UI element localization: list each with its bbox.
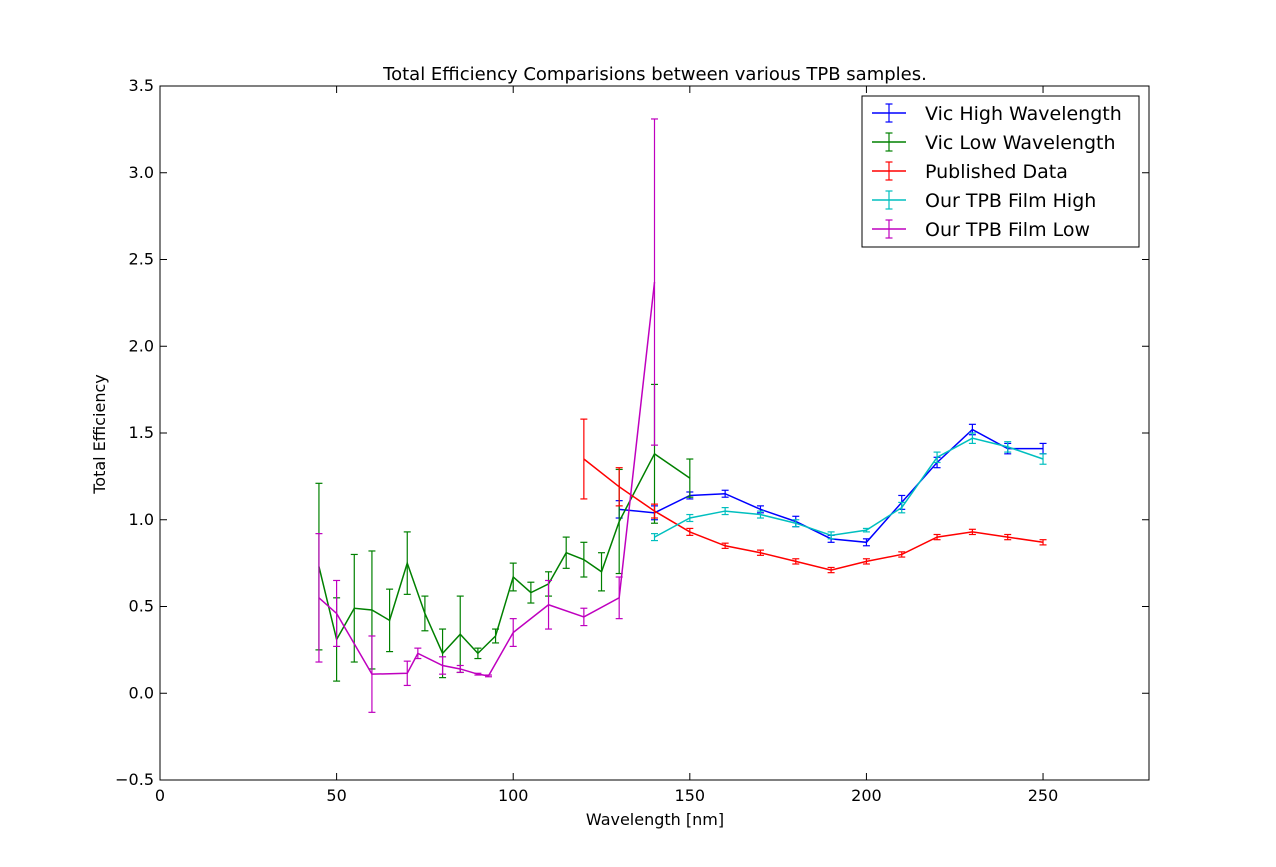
x-tick-label: 100 [498, 786, 529, 805]
series-line-3 [654, 437, 1044, 538]
error-bar-2-11 [968, 528, 976, 536]
series-3 [651, 432, 1047, 542]
y-tick-label: −0.5 [115, 770, 154, 789]
legend-box [861, 95, 1140, 248]
error-bar-1-16 [598, 552, 606, 592]
series-line-4 [318, 281, 656, 677]
error-bar-3-9 [968, 432, 976, 445]
legend-item-0: Vic High Wavelength [872, 103, 1122, 125]
error-bar-1-11 [509, 562, 517, 592]
error-bar-4-7 [474, 672, 482, 676]
error-bar-3-0 [651, 533, 658, 542]
y-tick-label: 0.5 [129, 597, 154, 616]
x-tick-label: 250 [1028, 786, 1059, 805]
error-bar-4-0 [315, 533, 323, 663]
error-bar-4-9 [509, 618, 517, 648]
error-bar-2-8 [862, 558, 870, 565]
error-bar-4-12 [615, 576, 623, 620]
legend-label: Published Data [925, 161, 1068, 183]
y-tick-label: 3.0 [129, 163, 154, 182]
series-4 [315, 118, 658, 713]
x-tick-label: 200 [851, 786, 882, 805]
error-bar-4-11 [580, 607, 588, 627]
error-bar-0-7 [862, 538, 870, 547]
error-bar-3-10 [1004, 441, 1012, 453]
x-axis-label: Wavelength [nm] [586, 810, 724, 829]
error-bar-1-4 [386, 588, 394, 653]
error-bar-4-8 [484, 674, 492, 678]
error-bar-1-9 [474, 647, 482, 660]
y-tick-label: 3.5 [129, 76, 154, 95]
error-bar-1-12 [527, 581, 535, 604]
error-bar-3-7 [898, 501, 906, 514]
error-bar-3-2 [721, 507, 729, 516]
error-bar-1-6 [421, 595, 429, 632]
x-tick-label: 0 [155, 786, 165, 805]
error-bar-0-3 [721, 489, 729, 498]
error-bar-2-6 [792, 558, 800, 565]
legend-label: Our TPB Film High [925, 190, 1096, 212]
x-tick-label: 50 [326, 786, 346, 805]
error-bar-4-3 [403, 660, 411, 687]
legend-item-3: Our TPB Film High [872, 190, 1096, 212]
error-bar-1-15 [580, 541, 588, 578]
error-bar-2-12 [1004, 533, 1012, 541]
series-line-1 [318, 452, 691, 655]
error-bar-4-4 [414, 647, 422, 660]
legend-label: Vic Low Wavelength [925, 132, 1116, 154]
error-bar-4-1 [333, 579, 341, 648]
legend-item-1: Vic Low Wavelength [872, 132, 1116, 154]
legend-label: Our TPB Film Low [925, 219, 1090, 241]
legend-item-4: Our TPB Film Low [872, 219, 1090, 241]
series-2 [580, 418, 1047, 574]
x-tick-label: 150 [675, 786, 706, 805]
error-bar-3-4 [792, 519, 800, 528]
error-bar-3-3 [756, 510, 764, 519]
error-bar-4-13 [651, 118, 658, 446]
axes-layer: 0 50 100 150 200 250 −0.5 0.0 0.5 1.0 1.5 2.0 2.5 3.0… [115, 76, 1150, 805]
error-bar-2-2 [651, 503, 658, 519]
y-tick-label: 1.0 [129, 510, 154, 529]
error-bar-4-5 [439, 656, 447, 675]
error-bar-2-3 [686, 527, 694, 536]
error-bar-2-1 [615, 467, 623, 507]
error-bar-2-0 [580, 418, 588, 500]
series-line-2 [583, 458, 1044, 571]
error-bar-2-9 [898, 551, 906, 558]
error-bar-1-14 [562, 536, 570, 569]
error-bar-1-10 [492, 628, 500, 644]
y-axis-label: Total Efficiency [90, 374, 109, 495]
legend: Vic High Wavelength Vic Low Wavelength Pub… [861, 95, 1140, 248]
error-bar-3-1 [686, 513, 694, 523]
error-bar-2-5 [756, 549, 764, 556]
error-bar-3-6 [862, 527, 870, 533]
error-bar-4-10 [545, 579, 553, 630]
error-bar-2-13 [1039, 539, 1047, 546]
error-bar-2-10 [933, 533, 941, 541]
legend-item-2: Published Data [872, 161, 1068, 183]
error-bar-2-4 [721, 542, 729, 549]
error-bar-3-11 [1039, 453, 1047, 465]
error-bar-4-6 [456, 664, 464, 674]
error-bar-4-2 [368, 635, 376, 713]
chart-title: Total Efficiency Comparisions between va… [382, 64, 927, 85]
y-tick-label: 1.5 [129, 423, 154, 442]
error-bar-3-8 [933, 451, 941, 464]
error-bar-1-19 [686, 458, 694, 498]
legend-label: Vic High Wavelength [925, 103, 1122, 125]
y-tick-label: 0.0 [129, 683, 154, 702]
series-layer [315, 118, 1047, 713]
error-bar-3-5 [827, 531, 835, 540]
error-bar-1-5 [403, 531, 411, 595]
error-bar-2-7 [827, 566, 835, 574]
y-tick-label: 2.0 [129, 336, 154, 355]
y-tick-label: 2.5 [129, 250, 154, 269]
